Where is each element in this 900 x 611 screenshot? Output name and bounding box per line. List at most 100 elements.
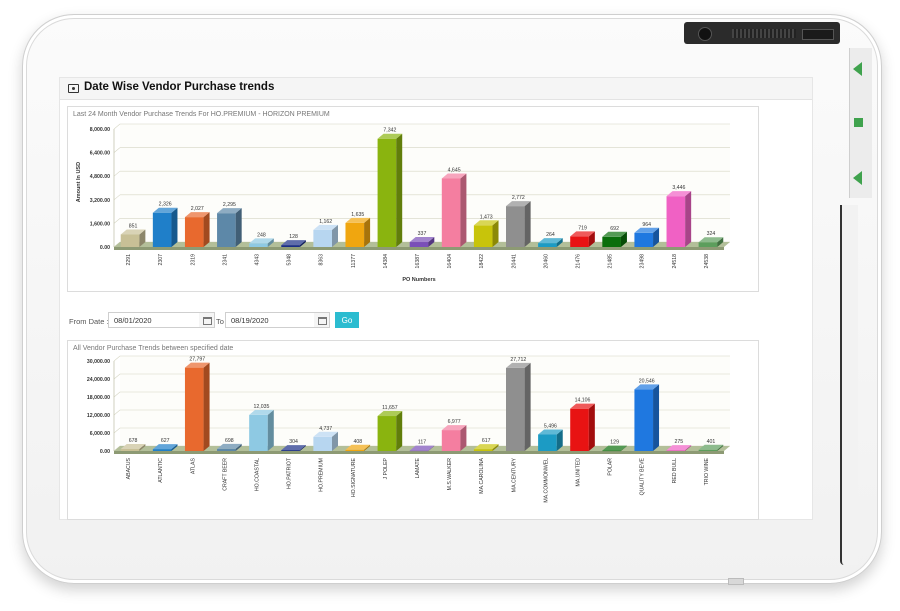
bar-top[interactable] <box>570 231 595 237</box>
from-date-input[interactable]: 08/01/2020 <box>108 312 200 328</box>
bar[interactable] <box>184 362 210 451</box>
bar[interactable] <box>666 445 692 451</box>
bar-front[interactable] <box>602 450 621 452</box>
bar-top[interactable] <box>217 443 242 449</box>
bar-front[interactable] <box>698 449 718 451</box>
bar-side[interactable] <box>653 384 660 451</box>
bar-side[interactable] <box>235 443 242 451</box>
bar-front[interactable] <box>120 234 140 247</box>
bar-top[interactable] <box>473 444 499 450</box>
bar-front[interactable] <box>473 225 493 247</box>
bar-top[interactable] <box>377 411 403 417</box>
bar-side[interactable] <box>492 220 499 247</box>
bar-top[interactable] <box>538 238 563 244</box>
bar-front[interactable] <box>377 138 397 247</box>
bar[interactable] <box>441 425 467 451</box>
bar-front[interactable] <box>120 448 140 451</box>
bar-top[interactable] <box>345 444 371 450</box>
bar[interactable] <box>345 217 371 247</box>
bar-top[interactable] <box>634 227 660 233</box>
bar-front[interactable] <box>217 448 236 451</box>
bar-front[interactable] <box>570 236 589 247</box>
bar-side[interactable] <box>428 237 435 247</box>
bar-side[interactable] <box>492 444 499 451</box>
bar-front[interactable] <box>249 414 268 451</box>
bar-top[interactable] <box>602 445 627 451</box>
bar-top[interactable] <box>441 173 467 179</box>
to-calendar-icon[interactable] <box>314 312 330 328</box>
bar[interactable] <box>152 444 178 451</box>
bar-front[interactable] <box>281 245 300 247</box>
bar-top[interactable] <box>409 445 435 451</box>
bar[interactable] <box>184 212 210 247</box>
bar[interactable] <box>409 445 435 452</box>
bar-top[interactable] <box>698 444 724 450</box>
bar-top[interactable] <box>281 445 306 451</box>
bar-side[interactable] <box>299 240 306 247</box>
bar-top[interactable] <box>602 231 627 237</box>
bar-top[interactable] <box>249 238 274 244</box>
bar-top[interactable] <box>120 443 146 449</box>
bar-front[interactable] <box>409 242 429 247</box>
bar[interactable] <box>409 237 435 247</box>
bar-top[interactable] <box>698 237 724 243</box>
bar[interactable] <box>217 443 242 451</box>
bar-top[interactable] <box>506 201 531 207</box>
bar-front[interactable] <box>538 434 557 451</box>
bar-side[interactable] <box>620 231 627 247</box>
bar-side[interactable] <box>685 445 692 451</box>
bar-side[interactable] <box>331 224 338 247</box>
bar-top[interactable] <box>184 362 210 368</box>
bar-side[interactable] <box>139 229 146 247</box>
bar-front[interactable] <box>377 416 397 451</box>
bar-top[interactable] <box>409 237 435 243</box>
bar[interactable] <box>313 431 338 451</box>
go-button[interactable]: Go <box>335 312 359 328</box>
bar-front[interactable] <box>249 243 268 247</box>
bar-top[interactable] <box>538 429 563 435</box>
bar[interactable] <box>345 444 371 451</box>
bar-front[interactable] <box>698 242 718 247</box>
bar-side[interactable] <box>460 173 467 247</box>
bar-top[interactable] <box>666 445 692 451</box>
bar-side[interactable] <box>139 443 146 451</box>
bar-front[interactable] <box>409 450 429 452</box>
bar-front[interactable] <box>345 449 365 451</box>
bar[interactable] <box>634 384 660 451</box>
bar-side[interactable] <box>331 431 338 451</box>
volume-up-icon[interactable] <box>853 62 862 76</box>
bar-top[interactable] <box>152 444 178 450</box>
bar-side[interactable] <box>717 444 724 451</box>
bar-top[interactable] <box>570 403 595 409</box>
to-date-input[interactable]: 08/19/2020 <box>225 312 315 328</box>
bar[interactable] <box>570 403 595 451</box>
bar[interactable] <box>377 411 403 451</box>
bar-side[interactable] <box>588 231 595 247</box>
bar[interactable] <box>377 133 403 247</box>
bar-front[interactable] <box>184 367 204 451</box>
bar[interactable] <box>634 227 660 247</box>
bar[interactable] <box>217 208 242 247</box>
bar-side[interactable] <box>717 237 724 247</box>
volume-down-icon[interactable] <box>853 171 862 185</box>
bar-top[interactable] <box>345 217 371 223</box>
bar[interactable] <box>313 224 338 247</box>
bar[interactable] <box>538 238 563 247</box>
bar[interactable] <box>698 444 724 451</box>
bar-top[interactable] <box>506 362 531 368</box>
bar[interactable] <box>506 362 531 451</box>
bar[interactable] <box>120 229 146 247</box>
bar-front[interactable] <box>441 430 461 451</box>
bar-side[interactable] <box>171 444 178 451</box>
bar-side[interactable] <box>203 362 210 451</box>
bar[interactable] <box>281 240 306 247</box>
bar-side[interactable] <box>171 207 178 247</box>
bar[interactable] <box>120 443 146 451</box>
bar-front[interactable] <box>538 243 557 247</box>
bar-front[interactable] <box>602 236 621 247</box>
bar-top[interactable] <box>473 220 499 226</box>
from-calendar-icon[interactable] <box>199 312 215 328</box>
bar-side[interactable] <box>653 227 660 247</box>
bar-side[interactable] <box>524 362 531 451</box>
bar-top[interactable] <box>281 240 306 246</box>
